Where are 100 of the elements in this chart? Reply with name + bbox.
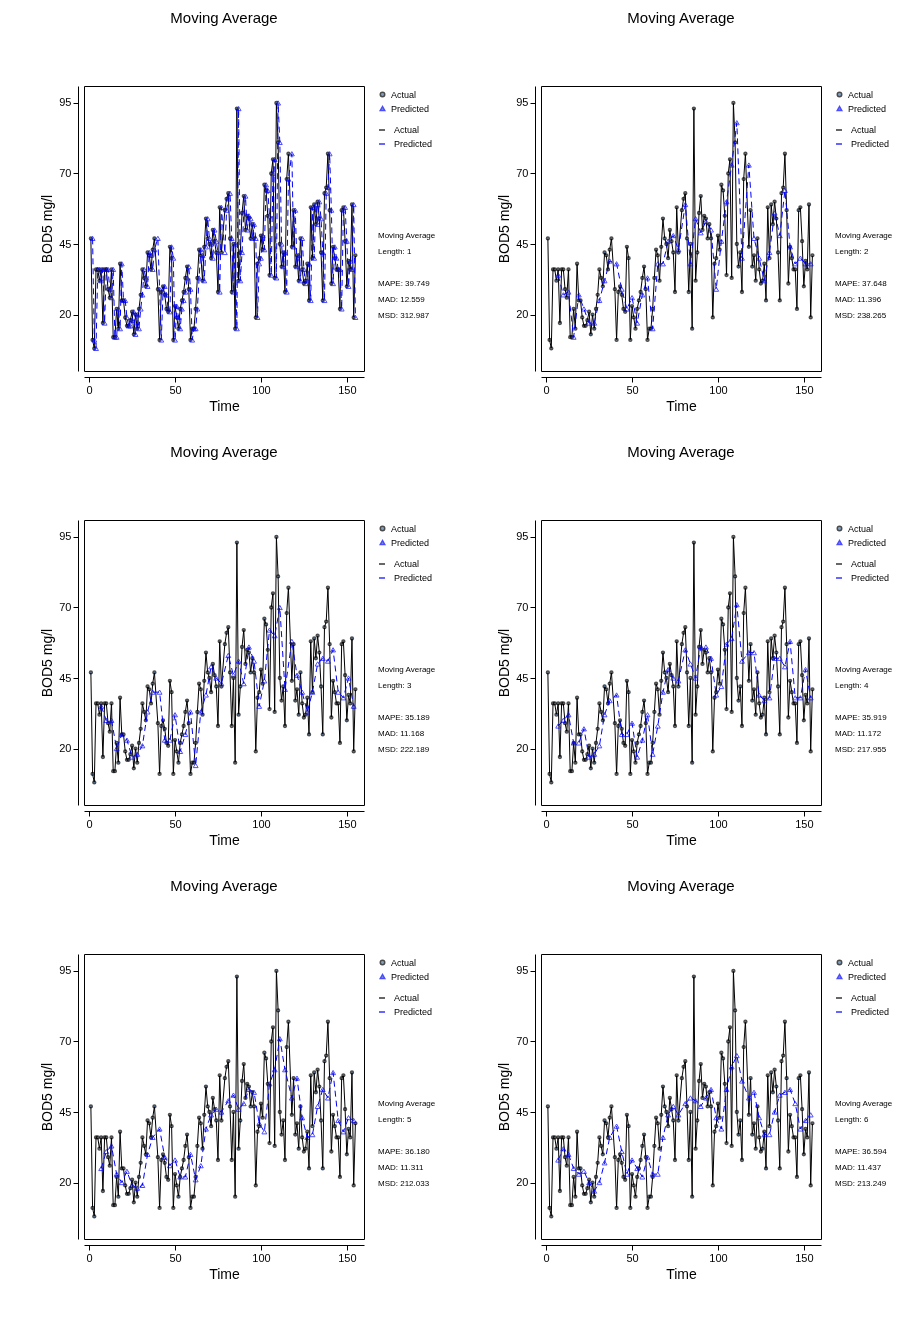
chart-title: Moving Average [627,443,735,460]
point [618,1148,625,1155]
point [350,1117,357,1124]
x-tick-label: 0 [543,1251,550,1264]
point [629,720,635,726]
point [751,235,757,241]
legend-label: Predicted [394,1007,433,1017]
x-tick-label: 150 [338,1251,357,1264]
point [560,717,567,723]
y-axis-title: BOD5 mg/l [496,194,513,264]
legend-label: Actual [391,89,417,100]
point [802,1117,809,1124]
point [324,658,331,664]
point [718,683,725,690]
point [771,210,778,216]
point [756,255,763,261]
point [288,1095,295,1101]
y-tick-label: 20 [516,1176,529,1189]
point [702,1095,709,1101]
y-tick-label: 70 [59,600,72,613]
point [124,737,130,743]
point [182,731,189,738]
point [565,1151,572,1157]
point [606,697,613,704]
y-tick-label: 70 [516,1034,529,1047]
point [230,1092,237,1098]
point [751,650,757,656]
text: Moving Average [378,1099,436,1108]
point [708,1086,715,1093]
x-tick-label: 50 [169,383,182,396]
x-tick-label: 100 [709,1251,728,1264]
text: Predicted [391,537,430,548]
point [235,1106,242,1112]
point [601,278,608,284]
legend-label: Actual [848,523,874,534]
point [728,162,735,168]
point [124,1168,130,1174]
x-tick-label: 50 [626,1251,639,1264]
point [670,232,677,239]
point [723,199,730,205]
text: Length: 5 [378,1115,412,1124]
y-axis-title: BOD5 mg/l [496,1062,513,1132]
y-tick-label: 45 [59,237,72,250]
text: Moving Average [378,231,436,240]
point [745,650,752,656]
text: MAD: 11.437 [835,1163,882,1172]
point [771,1109,778,1115]
point [108,1143,115,1149]
point [792,261,799,267]
point [682,1100,689,1107]
point [634,320,641,326]
point [345,1115,352,1121]
point [276,604,283,611]
y-tick-label: 70 [516,600,529,613]
point [692,675,699,681]
point [761,1131,768,1138]
text: MSD: 238.265 [835,311,887,320]
text: MAPE: 35.919 [835,713,888,722]
y-tick-label: 95 [59,96,72,109]
point [340,1129,347,1135]
point [570,1165,577,1172]
point [739,255,745,261]
point [203,1126,209,1132]
x-tick-label: 150 [338,383,357,396]
point [304,1134,311,1141]
point [629,295,635,301]
point [718,238,725,244]
point [787,1086,794,1093]
point [134,751,141,757]
legend-label: Predicted [394,573,433,583]
chart-title: Moving Average [170,877,278,894]
point [235,658,242,664]
point [692,1098,699,1104]
x-axis-title: Time [209,831,241,848]
point [802,666,809,673]
point [728,635,735,642]
x-tick-label: 150 [338,817,357,830]
y-tick-label: 20 [516,308,529,321]
point [675,678,682,684]
text: MAD: 11.172 [835,729,882,738]
point [766,695,773,701]
point [113,745,120,752]
point [687,1095,694,1101]
point [282,1067,288,1073]
text: Moving Average [835,1099,893,1108]
y-tick-label: 45 [516,1105,529,1118]
point [187,1151,194,1157]
point [166,737,173,743]
point [756,1115,763,1121]
y-axis-title: BOD5 mg/l [39,628,56,698]
point [335,1117,342,1124]
point [309,1131,316,1138]
point [639,737,646,743]
point [797,1126,804,1132]
point [634,754,641,760]
point [187,709,194,715]
point [182,1174,189,1180]
point [728,1064,735,1070]
point [575,740,582,746]
x-axis-title: Time [666,397,698,414]
